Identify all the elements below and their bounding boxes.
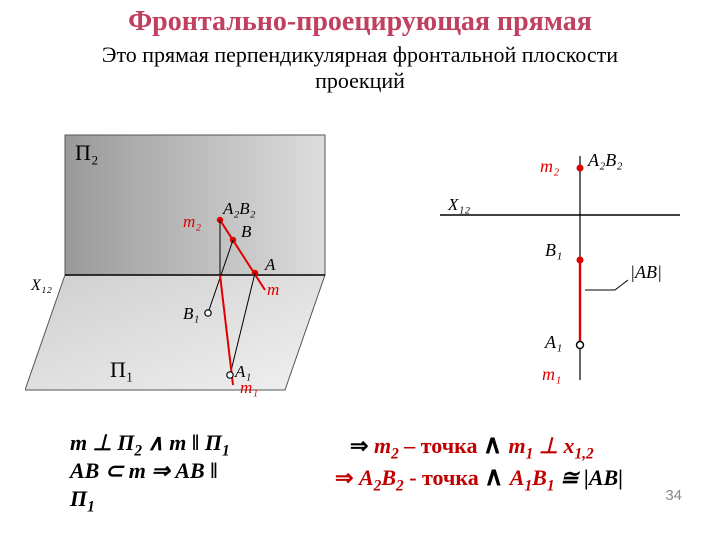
label-B1-2d: B₁ [545,240,562,260]
label-x12: X₁₂ [30,277,52,294]
label-P2: П₂ [75,140,99,165]
label-B: B [241,222,252,241]
label-A2B2: A₂B₂ [222,199,256,218]
label-P1: П₁ [110,357,134,382]
figure-3d: X₁₂ П₂ П₁ A₂B₂ m₂ B A m B₁ A₁ m₁ [25,115,365,405]
label-m2-2d: m₂ [540,156,559,176]
label-m1: m₁ [240,378,258,397]
math-left-line3: П1 [70,486,95,516]
point-B1 [205,310,211,316]
slide: Фронтально-проецирующая прямая Это пряма… [0,0,720,540]
plane-p2 [65,135,325,275]
math-left-line2: АВ ⊂ m ⇒ АВ ǁ [70,458,218,484]
title-sub-line1: Это прямая перпендикулярная фронтальной … [0,42,720,68]
label-AB: |AB| [630,262,662,282]
label-m2: m₂ [183,212,201,231]
point-A2B2-2d [577,165,584,172]
label-B1: B₁ [183,304,199,323]
math-left-line1: m ⊥ П2 ∧ m ǁ П1 [70,430,230,460]
plane-p1 [25,275,325,390]
title-main: Фронтально-проецирующая прямая [0,6,720,38]
point-A1 [227,372,233,378]
point-A1-2d [577,342,584,349]
label-m1-2d: m₁ [542,364,561,384]
title-sub-line2: проекций [0,68,720,94]
label-m: m [267,280,279,299]
label-A: A [264,255,276,274]
label-A2B2-2d: A₂B₂ [587,150,623,170]
page-number: 34 [665,487,682,504]
figure-2d: X₁₂ m₂ A₂B₂ B₁ |AB| A₁ m₁ [430,120,690,400]
math-right-line2: ⇒ A2B2 - точка ∧ A1B1 ≅ |AB| [335,462,623,495]
label-x12-2d: X₁₂ [447,195,470,214]
leader-AB [585,280,628,290]
label-A1-2d: A₁ [544,332,562,352]
math-right-line1: ⇒ m2 – точка ∧ m1 ⊥ x1,2 [350,430,594,463]
